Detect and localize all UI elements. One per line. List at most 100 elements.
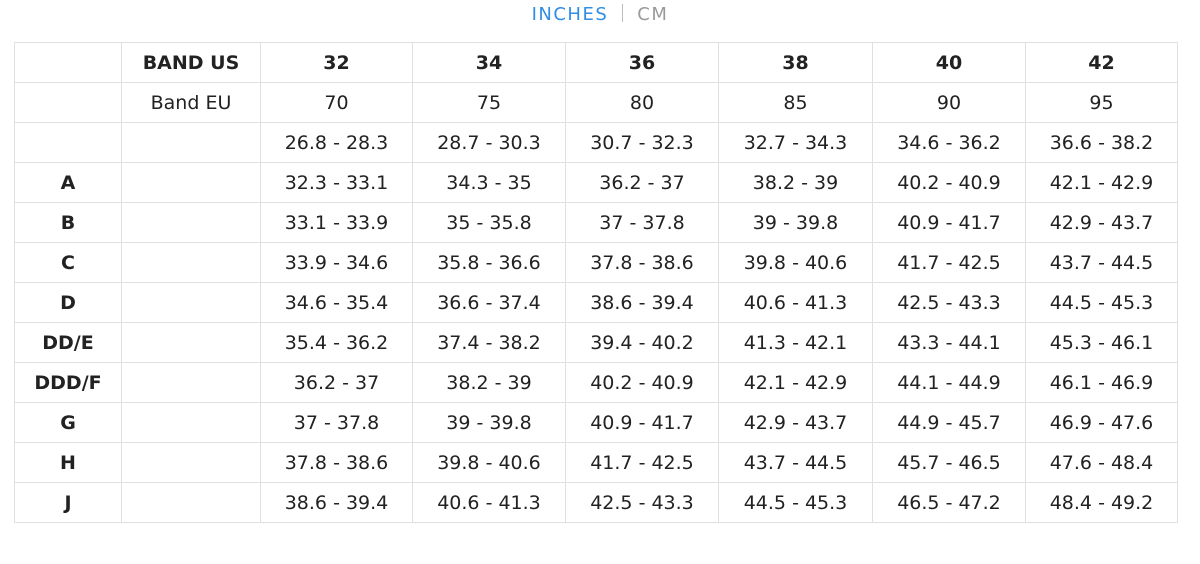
table-cell: 37.8 - 38.6 xyxy=(260,442,413,483)
table-cell: 36.6 - 37.4 xyxy=(412,282,566,323)
table-cell: 42.5 - 43.3 xyxy=(872,282,1026,323)
table-cell: 75 xyxy=(412,82,566,123)
table-cell: 46.5 - 47.2 xyxy=(872,482,1026,523)
cup-label: J xyxy=(14,482,122,523)
table-cell xyxy=(121,162,261,203)
cup-label: B xyxy=(14,202,122,243)
table-row: A 32.3 - 33.1 34.3 - 35 36.2 - 37 38.2 - 39 4… xyxy=(14,162,1178,203)
table-cell: 41.3 - 42.1 xyxy=(718,322,873,363)
table-cell: 43.7 - 44.5 xyxy=(1025,242,1178,283)
table-cell: 37.4 - 38.2 xyxy=(412,322,566,363)
cup-label: H xyxy=(14,442,122,483)
table-cell: 44.5 - 45.3 xyxy=(1025,282,1178,323)
cup-label xyxy=(14,82,122,123)
table-cell: 42.9 - 43.7 xyxy=(718,402,873,443)
table-cell: 85 xyxy=(718,82,873,123)
table-cell: 39 - 39.8 xyxy=(412,402,566,443)
table-cell: 36.2 - 37 xyxy=(565,162,719,203)
table-cell: 26.8 - 28.3 xyxy=(260,122,413,163)
table-cell: 42.1 - 42.9 xyxy=(1025,162,1178,203)
header-cell: 42 xyxy=(1025,42,1178,83)
table-cell: 44.9 - 45.7 xyxy=(872,402,1026,443)
table-cell xyxy=(121,442,261,483)
table-cell: 36.2 - 37 xyxy=(260,362,413,403)
table-cell xyxy=(121,242,261,283)
table-cell xyxy=(121,282,261,323)
table-row: J 38.6 - 39.4 40.6 - 41.3 42.5 - 43.3 44.5 -… xyxy=(14,482,1178,523)
header-cell: 32 xyxy=(260,42,413,83)
table-cell: 44.1 - 44.9 xyxy=(872,362,1026,403)
table-cell: 34.6 - 36.2 xyxy=(872,122,1026,163)
table-cell: 39.8 - 40.6 xyxy=(718,242,873,283)
table-cell: 40.6 - 41.3 xyxy=(412,482,566,523)
table-cell: 41.7 - 42.5 xyxy=(565,442,719,483)
table-cell: 48.4 - 49.2 xyxy=(1025,482,1178,523)
table-cell: 42.9 - 43.7 xyxy=(1025,202,1178,243)
table-cell: 95 xyxy=(1025,82,1178,123)
table-row: B 33.1 - 33.9 35 - 35.8 37 - 37.8 39 - 39.8 4… xyxy=(14,202,1178,243)
table-cell: 35 - 35.8 xyxy=(412,202,566,243)
table-cell: 37 - 37.8 xyxy=(565,202,719,243)
table-cell xyxy=(121,122,261,163)
header-cell: 40 xyxy=(872,42,1026,83)
header-cell: 34 xyxy=(412,42,566,83)
table-cell: 38.2 - 39 xyxy=(412,362,566,403)
cup-label xyxy=(14,122,122,163)
table-cell: 40.9 - 41.7 xyxy=(565,402,719,443)
table-cell: 43.7 - 44.5 xyxy=(718,442,873,483)
cup-label: A xyxy=(14,162,122,203)
tab-separator xyxy=(622,4,624,22)
table-cell: 47.6 - 48.4 xyxy=(1025,442,1178,483)
table-cell: 33.1 - 33.9 xyxy=(260,202,413,243)
table-cell xyxy=(121,402,261,443)
table-cell: 37 - 37.8 xyxy=(260,402,413,443)
size-table-body: BAND US 32 34 36 38 40 42 Band EU 70 75 80 85 90 95 26… xyxy=(14,42,1178,523)
table-cell: 39.8 - 40.6 xyxy=(412,442,566,483)
table-cell: 43.3 - 44.1 xyxy=(872,322,1026,363)
table-cell: 45.3 - 46.1 xyxy=(1025,322,1178,363)
cup-label xyxy=(14,42,122,83)
table-cell: 39 - 39.8 xyxy=(718,202,873,243)
tab-cm[interactable]: CM xyxy=(637,4,669,25)
table-cell: 45.7 - 46.5 xyxy=(872,442,1026,483)
table-cell: 70 xyxy=(260,82,413,123)
header-cell: 38 xyxy=(718,42,873,83)
table-cell: 34.3 - 35 xyxy=(412,162,566,203)
unit-tabs: INCHES CM xyxy=(0,4,1200,25)
table-cell: 32.7 - 34.3 xyxy=(718,122,873,163)
table-cell: 37.8 - 38.6 xyxy=(565,242,719,283)
table-cell: 32.3 - 33.1 xyxy=(260,162,413,203)
table-row: 26.8 - 28.3 28.7 - 30.3 30.7 - 32.3 32.7 - … xyxy=(14,122,1178,163)
table-cell: 40.2 - 40.9 xyxy=(872,162,1026,203)
cup-label: DDD/F xyxy=(14,362,122,403)
table-cell: 40.6 - 41.3 xyxy=(718,282,873,323)
table-row: Band EU 70 75 80 85 90 95 xyxy=(14,82,1178,123)
header-cell: BAND US xyxy=(121,42,261,83)
tab-inches[interactable]: INCHES xyxy=(531,4,609,25)
table-cell xyxy=(121,202,261,243)
table-cell: 42.1 - 42.9 xyxy=(718,362,873,403)
table-cell: 28.7 - 30.3 xyxy=(412,122,566,163)
table-cell xyxy=(121,322,261,363)
table-cell: 40.9 - 41.7 xyxy=(872,202,1026,243)
table-cell: 42.5 - 43.3 xyxy=(565,482,719,523)
table-row: BAND US 32 34 36 38 40 42 xyxy=(14,42,1178,83)
table-cell: 38.6 - 39.4 xyxy=(565,282,719,323)
table-row: G 37 - 37.8 39 - 39.8 40.9 - 41.7 42.9 - 43.… xyxy=(14,402,1178,443)
table-cell: 35.4 - 36.2 xyxy=(260,322,413,363)
cup-label: C xyxy=(14,242,122,283)
cup-label: DD/E xyxy=(14,322,122,363)
table-cell xyxy=(121,482,261,523)
table-row: D 34.6 - 35.4 36.6 - 37.4 38.6 - 39.4 40.6 -… xyxy=(14,282,1178,323)
size-table: BAND US 32 34 36 38 40 42 Band EU 70 75 80 85 90 95 26… xyxy=(14,42,1178,523)
table-cell: 80 xyxy=(565,82,719,123)
table-cell xyxy=(121,362,261,403)
table-cell: 38.2 - 39 xyxy=(718,162,873,203)
table-cell: 34.6 - 35.4 xyxy=(260,282,413,323)
table-cell: 44.5 - 45.3 xyxy=(718,482,873,523)
cup-label: G xyxy=(14,402,122,443)
header-cell: 36 xyxy=(565,42,719,83)
table-cell: 30.7 - 32.3 xyxy=(565,122,719,163)
table-cell: 36.6 - 38.2 xyxy=(1025,122,1178,163)
